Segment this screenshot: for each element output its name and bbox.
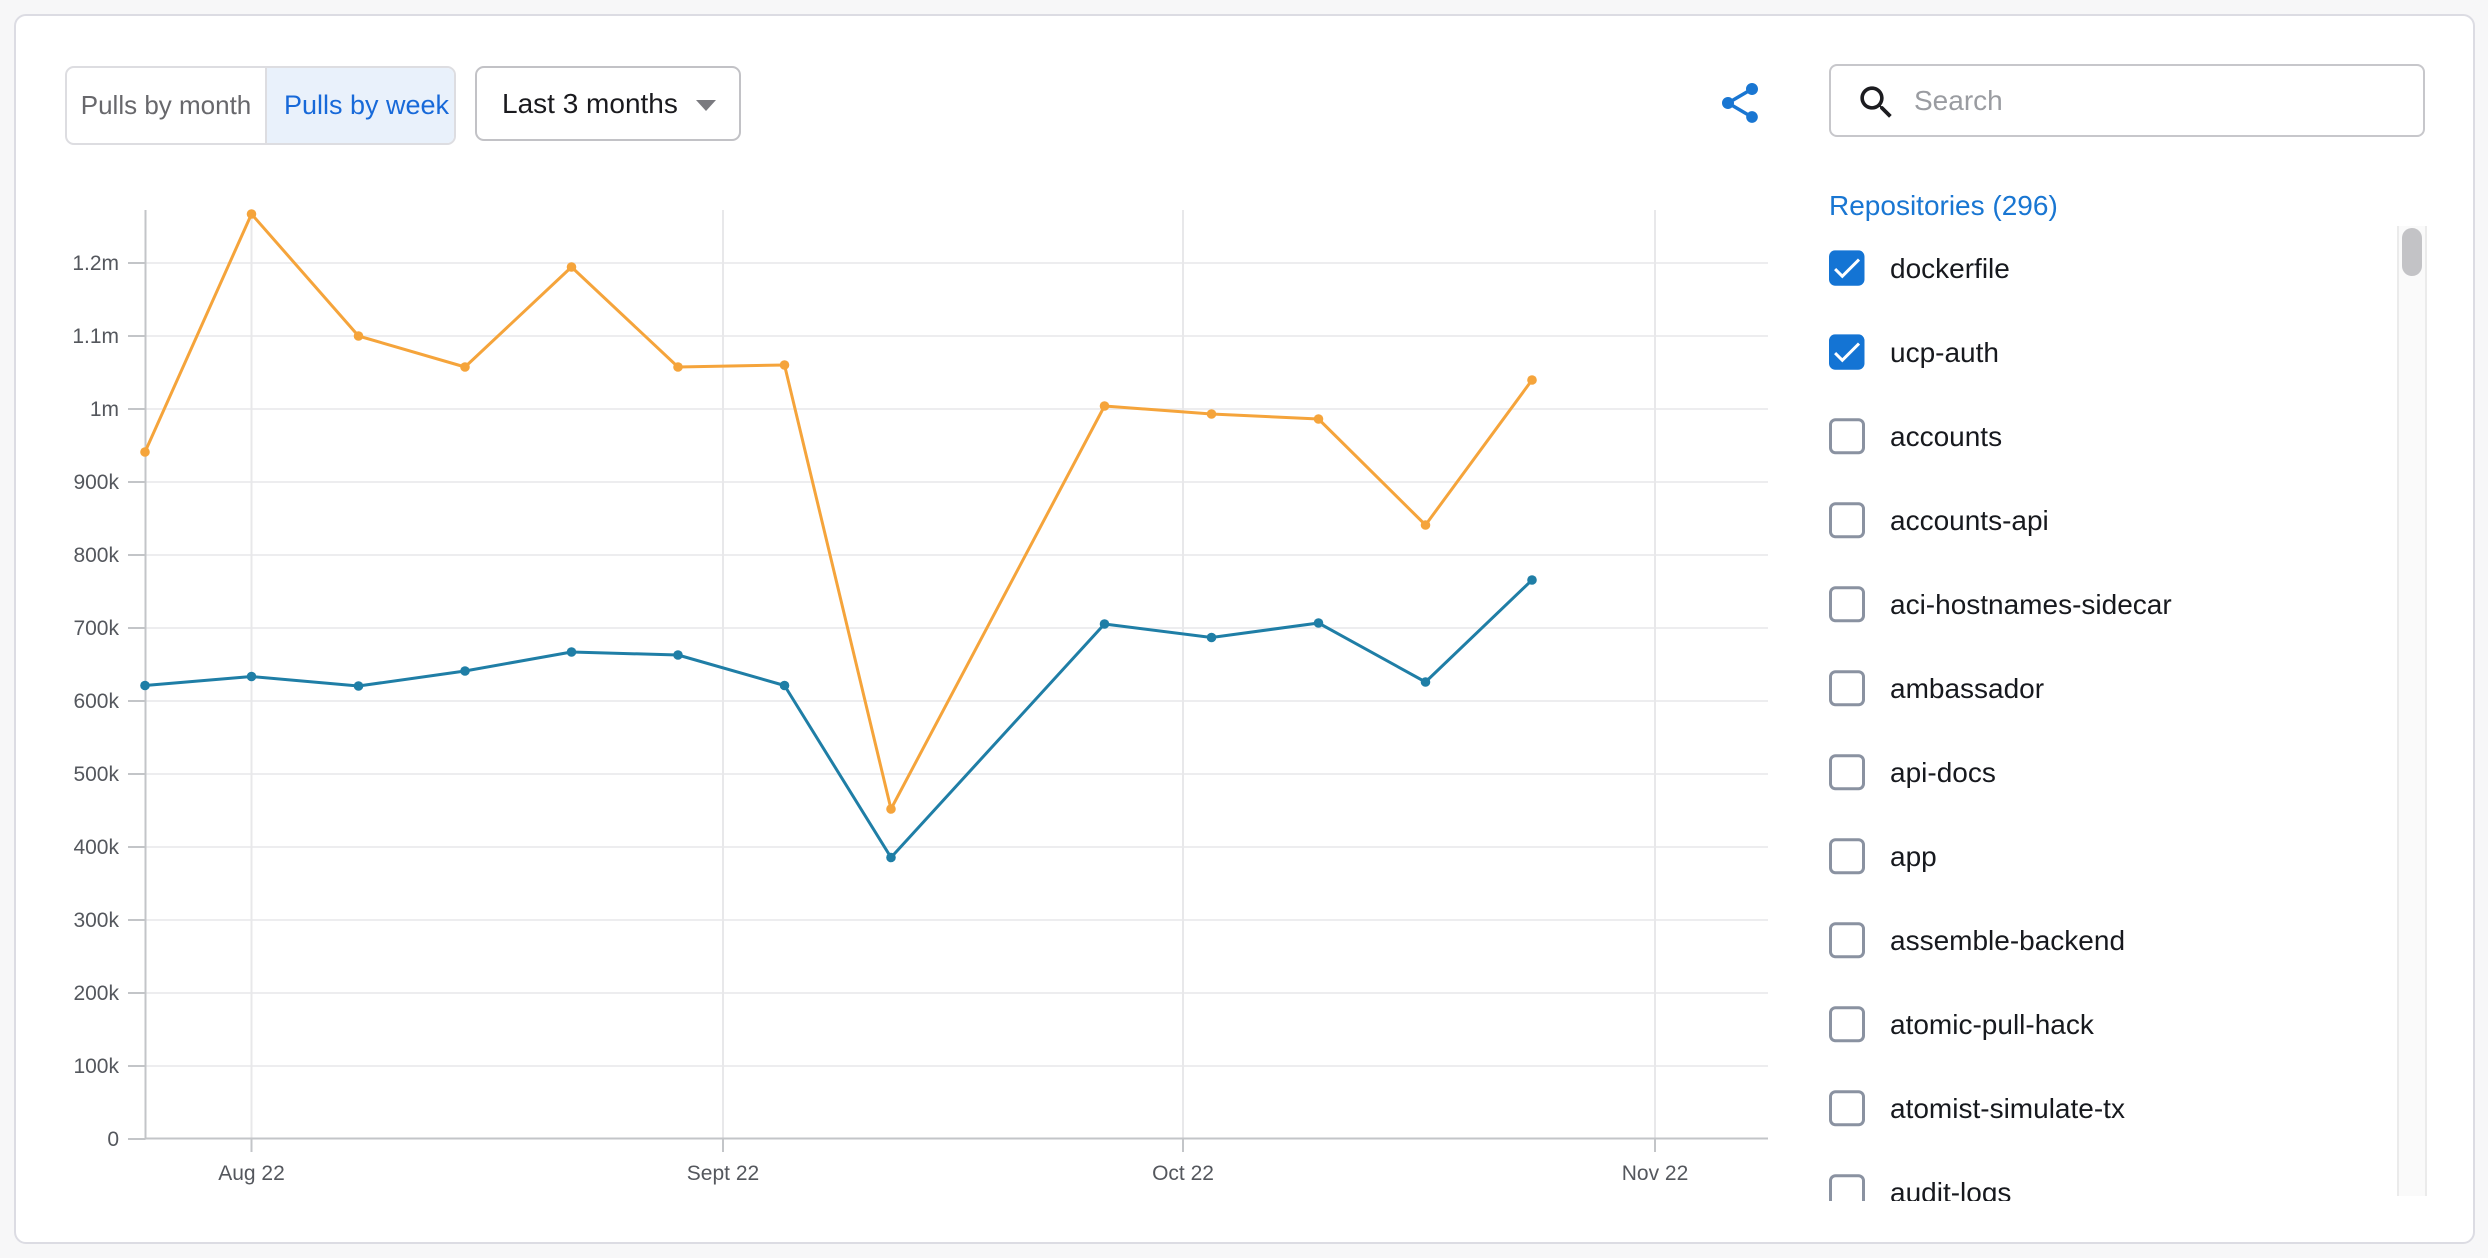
svg-text:100k: 100k xyxy=(73,1055,119,1078)
svg-text:Nov 22: Nov 22 xyxy=(1622,1162,1689,1185)
svg-text:Aug 22: Aug 22 xyxy=(218,1162,285,1185)
svg-text:900k: 900k xyxy=(73,471,119,494)
svg-text:400k: 400k xyxy=(73,836,119,859)
svg-text:1.2m: 1.2m xyxy=(72,252,119,275)
svg-text:1.1m: 1.1m xyxy=(72,325,119,348)
svg-text:300k: 300k xyxy=(73,909,119,932)
svg-text:0: 0 xyxy=(107,1128,119,1151)
svg-text:Oct 22: Oct 22 xyxy=(1152,1162,1214,1185)
svg-text:700k: 700k xyxy=(73,617,119,640)
svg-text:800k: 800k xyxy=(73,544,119,567)
svg-text:500k: 500k xyxy=(73,763,119,786)
svg-text:1m: 1m xyxy=(90,398,119,421)
svg-text:600k: 600k xyxy=(73,690,119,713)
svg-text:200k: 200k xyxy=(73,982,119,1005)
svg-text:Sept 22: Sept 22 xyxy=(687,1162,759,1185)
